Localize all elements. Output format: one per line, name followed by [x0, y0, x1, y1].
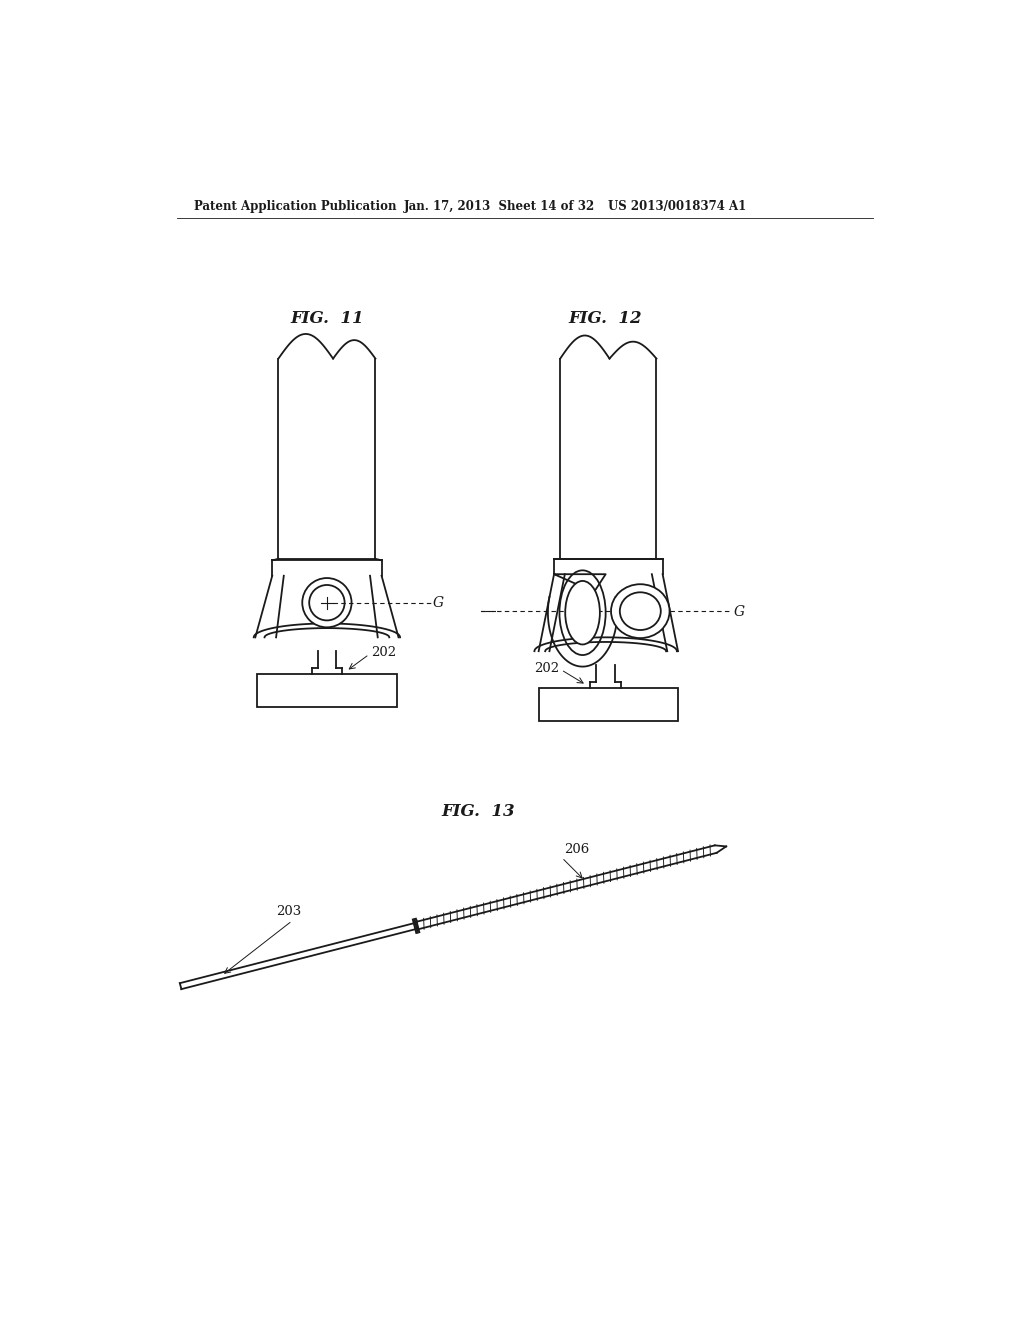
Bar	[257, 675, 397, 706]
Ellipse shape	[309, 585, 345, 620]
Ellipse shape	[565, 581, 600, 644]
Ellipse shape	[302, 578, 351, 627]
Bar	[539, 688, 678, 721]
Ellipse shape	[559, 570, 605, 655]
Text: US 2013/0018374 A1: US 2013/0018374 A1	[608, 199, 746, 213]
Ellipse shape	[620, 593, 660, 630]
Text: 206: 206	[564, 843, 590, 855]
Text: G: G	[733, 605, 744, 619]
Text: Patent Application Publication: Patent Application Publication	[194, 199, 396, 213]
Text: FIG.  13: FIG. 13	[441, 803, 515, 820]
Text: 202: 202	[372, 647, 396, 659]
Text: FIG.  12: FIG. 12	[569, 310, 642, 327]
Text: FIG.  11: FIG. 11	[290, 310, 364, 327]
Text: G: G	[433, 597, 444, 610]
Ellipse shape	[611, 585, 670, 638]
Text: 202: 202	[535, 663, 559, 676]
Text: Jan. 17, 2013  Sheet 14 of 32: Jan. 17, 2013 Sheet 14 of 32	[403, 199, 595, 213]
Text: 203: 203	[275, 906, 301, 919]
